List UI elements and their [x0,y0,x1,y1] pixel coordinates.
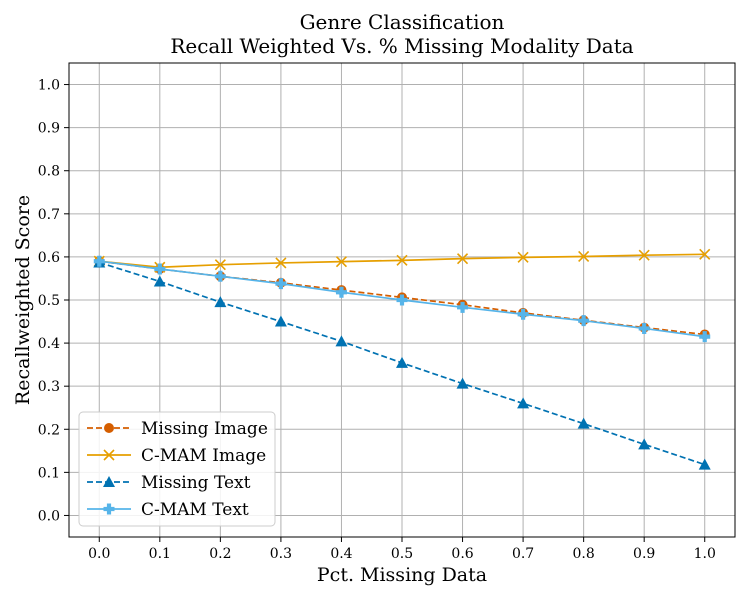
y-tick-label: 0.9 [38,121,60,137]
data-point [699,331,711,343]
data-point [457,301,469,313]
series-c-mam-text [93,255,711,343]
y-axis-label: Recallweighted Score [12,195,34,405]
legend-marker [103,476,115,487]
y-tick-label: 0.6 [38,250,60,266]
legend-marker [103,449,115,461]
y-tick-label: 0.5 [38,293,60,309]
y-tick-label: 0.3 [38,379,60,395]
data-point [275,257,287,269]
series-layer [93,248,711,470]
data-point [214,270,226,282]
y-tick-label: 0.4 [38,336,60,352]
x-tick-label: 0.8 [573,546,595,562]
legend-entry: Missing Image [87,419,268,439]
data-point [93,255,105,267]
data-point [699,248,711,260]
data-point [214,296,227,308]
legend: Missing Image C-MAM Image Missing Text C-MA… [78,411,276,527]
x-tick-label: 0.2 [209,546,231,562]
legend-box [78,411,276,527]
x-tick-label: 0.3 [270,546,292,562]
legend-label: C-MAM Image [141,446,266,466]
legend-entry: Missing Text [87,473,251,493]
legend-label: C-MAM Text [141,500,249,520]
chart-title: Genre Classification [300,10,505,34]
data-point [578,250,590,263]
legend-entry: C-MAM Image [87,446,266,466]
data-point [396,254,408,266]
data-point [275,278,287,290]
chart-subtitle: Recall Weighted Vs. % Missing Modality D… [170,34,633,58]
data-point [335,335,348,347]
data-point [153,275,166,287]
x-tick-label: 0.6 [451,546,473,562]
x-tick-label: 0.1 [149,546,171,562]
legend-entry: C-MAM Text [87,500,249,520]
y-tick-label: 0.0 [38,508,60,524]
data-point [396,356,408,368]
x-tick-label: 0.7 [512,546,534,562]
data-point [517,251,529,263]
x-tick-label: 0.5 [391,546,413,562]
data-point [274,315,287,327]
x-tick-label: 0.4 [330,546,352,562]
data-point [638,438,651,450]
data-point [577,417,590,429]
axis-ticks: 0.0 0.1 0.2 0.3 0.4 0.5 0.6 0.7 0.8 0.9 1.0 0.0 0.1 0… [38,78,716,562]
data-point [456,377,469,389]
data-point [396,294,408,306]
y-tick-label: 0.2 [38,422,60,438]
data-point [335,256,348,268]
x-tick-label: 1.0 [694,546,716,562]
data-point [638,249,650,261]
legend-label: Missing Image [141,419,268,439]
y-tick-label: 0.1 [38,465,60,481]
y-tick-label: 1.0 [38,78,60,94]
data-point [335,286,347,298]
data-point [578,315,590,327]
data-point [154,263,166,275]
x-tick-label: 0.9 [633,546,655,562]
data-point [456,253,469,265]
y-tick-label: 0.8 [38,164,60,180]
y-tick-label: 0.7 [38,207,60,223]
data-point [638,322,650,334]
x-tick-label: 0.0 [88,546,110,562]
data-point [214,259,226,271]
x-axis-label: Pct. Missing Data [317,564,487,586]
data-point [698,458,711,470]
data-point [517,308,529,320]
legend-label: Missing Text [141,473,251,493]
legend-marker [104,423,114,433]
data-point [517,397,530,409]
legend-marker [103,503,115,515]
